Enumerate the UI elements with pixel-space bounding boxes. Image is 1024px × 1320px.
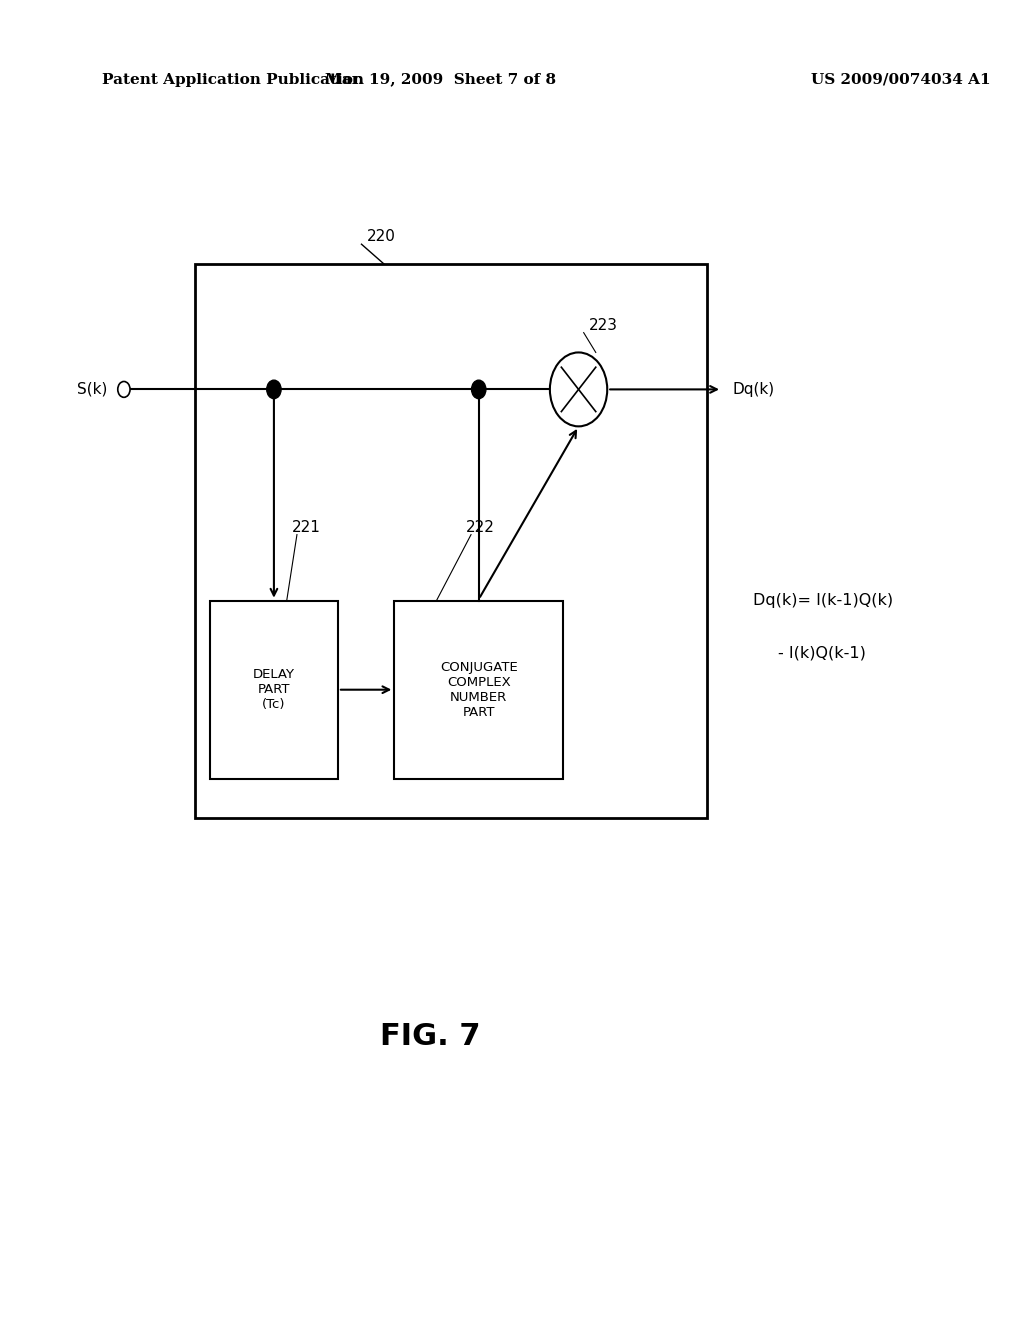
Text: Dq(k): Dq(k) bbox=[732, 381, 774, 397]
Text: - I(k)Q(k-1): - I(k)Q(k-1) bbox=[778, 645, 866, 661]
Text: 220: 220 bbox=[367, 230, 395, 244]
Bar bbox=[394, 601, 563, 779]
Bar bbox=[210, 601, 338, 779]
Text: Mar. 19, 2009  Sheet 7 of 8: Mar. 19, 2009 Sheet 7 of 8 bbox=[325, 73, 556, 87]
Bar bbox=[195, 264, 707, 818]
Text: Dq(k)= I(k-1)Q(k): Dq(k)= I(k-1)Q(k) bbox=[753, 593, 893, 609]
Text: 221: 221 bbox=[292, 520, 321, 535]
Text: 222: 222 bbox=[466, 520, 495, 535]
Text: CONJUGATE
COMPLEX
NUMBER
PART: CONJUGATE COMPLEX NUMBER PART bbox=[440, 661, 517, 718]
Text: Patent Application Publication: Patent Application Publication bbox=[102, 73, 365, 87]
Text: DELAY
PART
(Tc): DELAY PART (Tc) bbox=[253, 668, 295, 711]
Text: S(k): S(k) bbox=[77, 381, 108, 397]
Text: FIG. 7: FIG. 7 bbox=[380, 1022, 480, 1051]
Circle shape bbox=[471, 380, 486, 399]
Circle shape bbox=[118, 381, 130, 397]
Text: US 2009/0074034 A1: US 2009/0074034 A1 bbox=[811, 73, 991, 87]
Text: 223: 223 bbox=[589, 318, 617, 333]
Circle shape bbox=[550, 352, 607, 426]
Circle shape bbox=[266, 380, 281, 399]
